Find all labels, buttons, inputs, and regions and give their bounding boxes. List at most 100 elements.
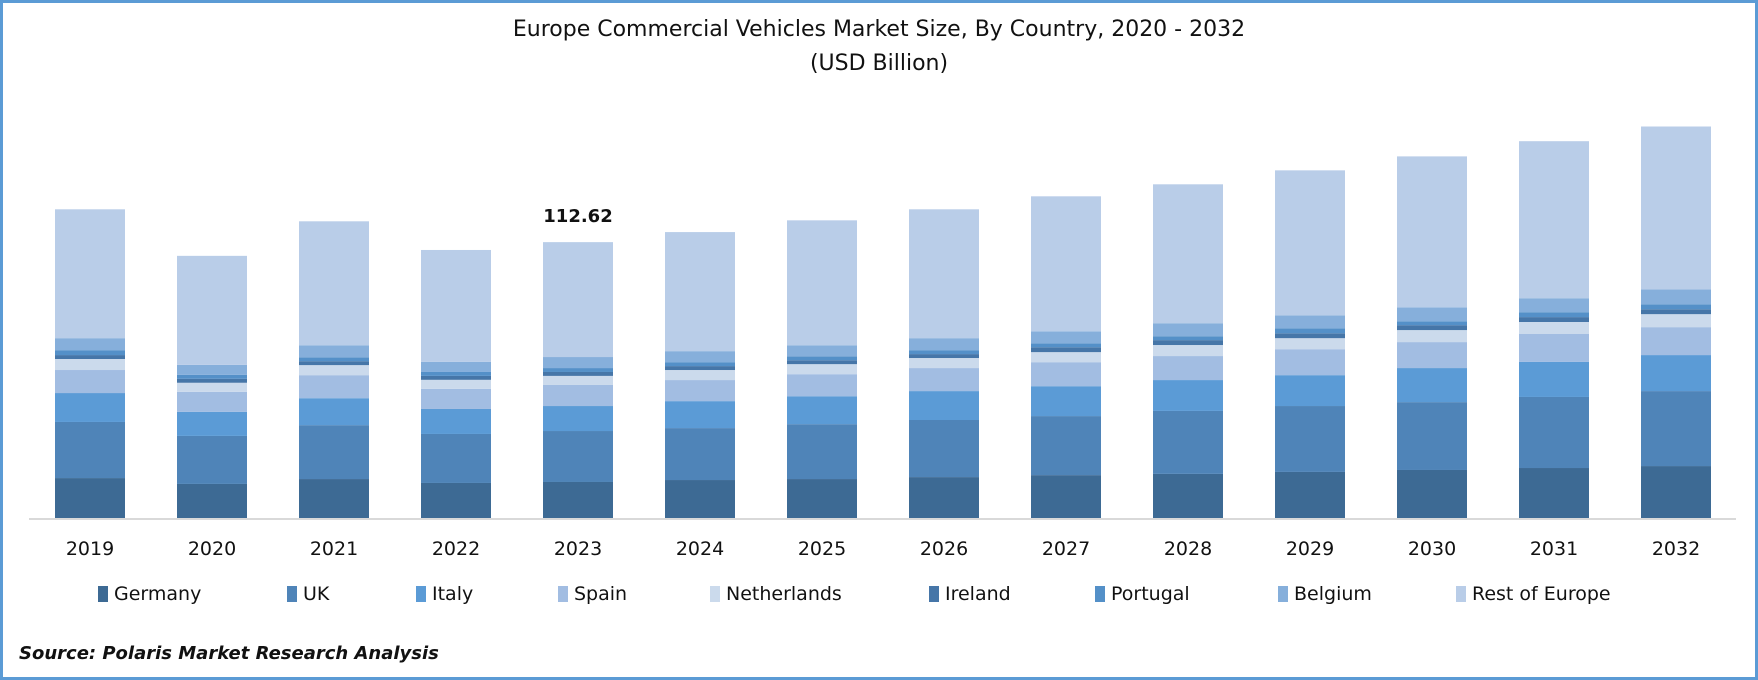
bar-segment-spain-2027 bbox=[1031, 362, 1101, 387]
bar-segment-portugal-2023 bbox=[543, 368, 613, 372]
bar-segment-rest-of-europe-2032 bbox=[1641, 126, 1711, 290]
bar-segment-ireland-2030 bbox=[1397, 325, 1467, 331]
bar-segment-netherlands-2022 bbox=[421, 379, 491, 389]
bar-segment-italy-2024 bbox=[665, 401, 735, 429]
bar-segment-netherlands-2021 bbox=[299, 365, 369, 376]
legend-item: Italy bbox=[416, 583, 473, 605]
bar-segment-rest-of-europe-2021 bbox=[299, 221, 369, 346]
bar-segment-ireland-2020 bbox=[177, 378, 247, 383]
x-tick-label: 2025 bbox=[798, 538, 846, 560]
bar-segment-italy-2027 bbox=[1031, 386, 1101, 417]
bar-segment-netherlands-2019 bbox=[55, 358, 125, 371]
x-tick-label: 2019 bbox=[66, 538, 114, 560]
bar-segment-spain-2023 bbox=[543, 384, 613, 407]
bar-segment-belgium-2020 bbox=[177, 364, 247, 375]
bar-segment-ireland-2021 bbox=[299, 361, 369, 366]
bar-segment-uk-2025 bbox=[787, 424, 857, 480]
bar-segment-rest-of-europe-2031 bbox=[1519, 141, 1589, 299]
x-tick-label: 2026 bbox=[920, 538, 968, 560]
legend-label: Germany bbox=[114, 583, 202, 605]
legend-swatch bbox=[287, 586, 297, 602]
x-tick-label: 2027 bbox=[1042, 538, 1090, 560]
bar-segment-belgium-2028 bbox=[1153, 323, 1223, 337]
bar-segment-spain-2031 bbox=[1519, 334, 1589, 362]
bar-segment-uk-2024 bbox=[665, 428, 735, 481]
bar-segment-rest-of-europe-2019 bbox=[55, 209, 125, 339]
bar-segment-belgium-2023 bbox=[543, 357, 613, 369]
bar-segment-ireland-2019 bbox=[55, 355, 125, 359]
bar-segment-belgium-2026 bbox=[909, 338, 979, 351]
bar-segment-germany-2027 bbox=[1031, 475, 1101, 518]
bar-segment-germany-2030 bbox=[1397, 469, 1467, 518]
bar-segment-belgium-2022 bbox=[421, 361, 491, 372]
bar-segment-germany-2028 bbox=[1153, 473, 1223, 518]
bar-segment-germany-2029 bbox=[1275, 471, 1345, 518]
legend-swatch bbox=[558, 586, 568, 602]
x-tick-label: 2021 bbox=[310, 538, 358, 560]
bar-segment-uk-2020 bbox=[177, 435, 247, 484]
x-tick-label: 2030 bbox=[1408, 538, 1456, 560]
bar-segment-rest-of-europe-2026 bbox=[909, 209, 979, 339]
bar-segment-netherlands-2024 bbox=[665, 370, 735, 381]
legend-item: Spain bbox=[558, 583, 627, 605]
bar-segment-spain-2028 bbox=[1153, 356, 1223, 381]
bar-segment-italy-2029 bbox=[1275, 375, 1345, 407]
legend-swatch bbox=[929, 586, 939, 602]
bar-segment-netherlands-2032 bbox=[1641, 314, 1711, 328]
bar-segment-portugal-2021 bbox=[299, 357, 369, 362]
legend-swatch bbox=[98, 586, 108, 602]
bar-segment-spain-2020 bbox=[177, 391, 247, 412]
x-tick-label: 2023 bbox=[554, 538, 602, 560]
bar-segment-rest-of-europe-2023 bbox=[543, 242, 613, 358]
bar-segment-ireland-2024 bbox=[665, 366, 735, 371]
bar-segment-italy-2026 bbox=[909, 391, 979, 420]
legend-label: Spain bbox=[574, 583, 628, 605]
bar-segment-portugal-2027 bbox=[1031, 343, 1101, 348]
bar-segment-uk-2022 bbox=[421, 433, 491, 483]
bar-segment-rest-of-europe-2020 bbox=[177, 255, 247, 365]
bar-segment-portugal-2026 bbox=[909, 350, 979, 355]
legend-item: Belgium bbox=[1278, 583, 1372, 605]
bar-segment-italy-2019 bbox=[55, 393, 125, 422]
legend-item: Netherlands bbox=[710, 583, 842, 605]
legend-item: Rest of Europe bbox=[1456, 583, 1611, 605]
bar-segment-portugal-2031 bbox=[1519, 312, 1589, 318]
bar-segment-italy-2023 bbox=[543, 406, 613, 432]
bar-segment-spain-2025 bbox=[787, 374, 857, 397]
legend-item: Germany bbox=[98, 583, 201, 605]
bar-segment-italy-2028 bbox=[1153, 380, 1223, 411]
bar-segment-uk-2027 bbox=[1031, 416, 1101, 476]
legend-swatch bbox=[1278, 586, 1288, 602]
bar-segment-rest-of-europe-2022 bbox=[421, 249, 491, 362]
bar-segment-uk-2032 bbox=[1641, 391, 1711, 467]
x-tick-label: 2029 bbox=[1286, 538, 1334, 560]
stacked-bar-chart: 2019 2020 2021 2022 2023 112.62 2024 2025 2026 20… bbox=[29, 126, 1736, 560]
bar-segment-spain-2026 bbox=[909, 368, 979, 392]
legend-swatch bbox=[1456, 586, 1466, 602]
bar-segment-ireland-2031 bbox=[1519, 317, 1589, 322]
bar-segment-belgium-2024 bbox=[665, 351, 735, 363]
bar-segment-uk-2026 bbox=[909, 420, 979, 478]
bar-segment-italy-2030 bbox=[1397, 368, 1467, 403]
bar-segment-spain-2019 bbox=[55, 370, 125, 394]
bar-segment-portugal-2024 bbox=[665, 362, 735, 367]
bar-segment-ireland-2032 bbox=[1641, 309, 1711, 315]
bar-segment-germany-2022 bbox=[421, 482, 491, 518]
bar-segment-uk-2023 bbox=[543, 431, 613, 482]
legend-item: UK bbox=[287, 583, 329, 605]
bar-segment-germany-2020 bbox=[177, 483, 247, 518]
bar-segment-spain-2022 bbox=[421, 388, 491, 409]
chart-subtitle: (USD Billion) bbox=[809, 51, 949, 76]
x-tick-label: 2022 bbox=[432, 538, 480, 560]
bar-segment-portugal-2022 bbox=[421, 371, 491, 376]
bar-segment-netherlands-2030 bbox=[1397, 330, 1467, 343]
legend-label: Italy bbox=[432, 583, 474, 605]
bar-segment-belgium-2027 bbox=[1031, 331, 1101, 344]
chart-title: Europe Commercial Vehicles Market Size, … bbox=[512, 17, 1246, 42]
x-tick-label: 2032 bbox=[1652, 538, 1700, 560]
x-tick-label: 2024 bbox=[676, 538, 724, 560]
bar-segment-ireland-2026 bbox=[909, 354, 979, 359]
bar-segment-ireland-2027 bbox=[1031, 347, 1101, 353]
bar-segment-netherlands-2031 bbox=[1519, 322, 1589, 335]
